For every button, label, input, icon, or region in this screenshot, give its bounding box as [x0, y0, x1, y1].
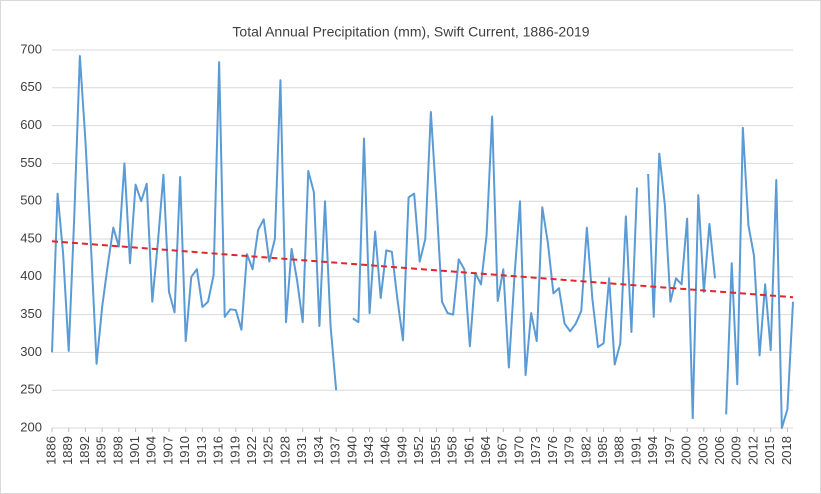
x-tick-label: 1991	[628, 436, 643, 465]
x-tick-label: 1892	[77, 436, 92, 465]
x-tick-label: 1889	[60, 436, 75, 465]
y-tick-label: 550	[20, 155, 42, 170]
x-tick-label: 1994	[645, 436, 660, 465]
chart-title: Total Annual Precipitation (mm), Swift C…	[232, 24, 589, 40]
x-tick-label: 1934	[311, 436, 326, 465]
x-tick-label: 1940	[344, 436, 359, 465]
x-tick-label: 1904	[144, 436, 159, 465]
y-tick-label: 300	[20, 344, 42, 359]
y-tick-label: 250	[20, 382, 42, 397]
x-tick-label: 1913	[194, 436, 209, 465]
x-tick-label: 1925	[261, 436, 276, 465]
x-tick-label: 2018	[779, 436, 794, 465]
x-tick-label: 2000	[679, 436, 694, 465]
x-tick-label: 1970	[511, 436, 526, 465]
x-tick-label: 1997	[662, 436, 677, 465]
trend-line	[51, 240, 794, 299]
y-tick-label: 450	[20, 230, 42, 245]
x-tick-label: 1898	[110, 436, 125, 465]
x-tick-label: 1964	[478, 436, 493, 465]
x-tick-label: 2006	[712, 436, 727, 465]
y-tick-label: 700	[20, 41, 42, 56]
x-tick-label: 1952	[411, 436, 426, 465]
x-tick-label: 1922	[244, 436, 259, 465]
x-tick-label: 2003	[695, 436, 710, 465]
x-tick-label: 2009	[729, 436, 744, 465]
x-tick-label: 1955	[428, 436, 443, 465]
x-tick-label: 1928	[277, 436, 292, 465]
x-tick-label: 1967	[495, 436, 510, 465]
x-tick-label: 1973	[528, 436, 543, 465]
x-tick-label: 1985	[595, 436, 610, 465]
x-tick-label: 1916	[211, 436, 226, 465]
x-tick-label: 1961	[461, 436, 476, 465]
x-tick-label: 1901	[127, 436, 142, 465]
x-tick-label: 1976	[545, 436, 560, 465]
y-tick-label: 500	[20, 193, 42, 208]
x-tick-label: 1886	[43, 436, 58, 465]
x-tick-label: 1937	[328, 436, 343, 465]
x-tick-label: 1979	[562, 436, 577, 465]
x-tick-label: 1895	[94, 436, 109, 465]
y-tick-label: 650	[20, 79, 42, 94]
x-tick-label: 1931	[294, 436, 309, 465]
x-tick-label: 1958	[445, 436, 460, 465]
x-tick-label: 1982	[578, 436, 593, 465]
y-tick-label: 350	[20, 306, 42, 321]
x-tick-label: 2012	[745, 436, 760, 465]
x-tick-label: 1949	[394, 436, 409, 465]
x-tick-label: 1907	[160, 436, 175, 465]
x-tick-label: 1943	[361, 436, 376, 465]
y-tick-label: 400	[20, 268, 42, 283]
x-tick-label: 1946	[378, 436, 393, 465]
data-line	[51, 55, 794, 429]
x-tick-label: 1919	[227, 436, 242, 465]
y-tick-label: 600	[20, 117, 42, 132]
y-tick-label: 200	[20, 419, 42, 434]
x-tick-label: 2015	[762, 436, 777, 465]
x-tick-label: 1988	[612, 436, 627, 465]
x-tick-label: 1910	[177, 436, 192, 465]
